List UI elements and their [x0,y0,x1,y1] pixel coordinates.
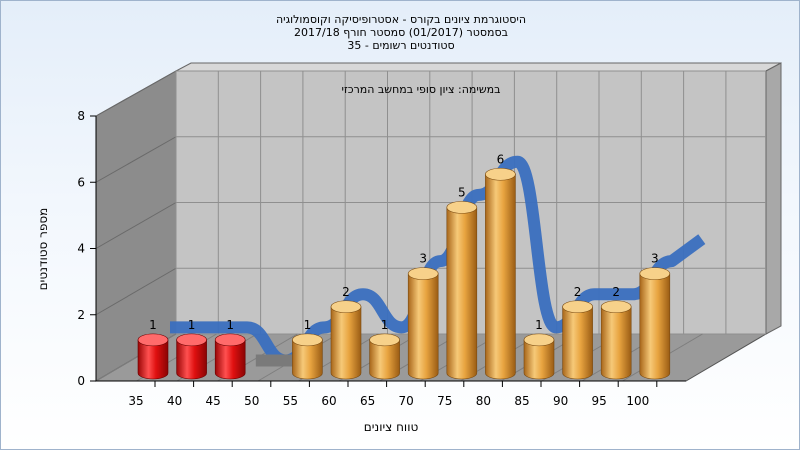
bar-top [446,201,478,214]
bar-top [137,333,169,347]
bar [639,267,671,380]
bar-top [639,267,671,280]
x-tick-label: 65 [360,394,375,408]
bar [137,333,169,380]
bar [214,333,246,380]
bar-top [562,300,593,314]
bar-body [292,339,323,380]
bar-body [562,306,593,380]
bar [407,267,439,380]
x-tick-label: 100 [626,394,649,408]
bar [485,167,516,380]
x-tick-label: 45 [206,394,221,408]
bar [446,201,478,380]
gridline-side [95,202,177,249]
back-wall-side-edge [765,62,782,335]
bar-value-label: 2 [612,285,620,299]
bar-value-label: 1 [149,318,157,332]
x-tick-label: 35 [128,394,143,408]
y-tick-label: 8 [77,109,85,123]
bar-value-label: 1 [188,318,196,332]
bar-body [485,173,516,380]
bar-value-label: 5 [458,185,466,199]
bar-body [214,339,246,380]
bar-value-label: 2 [574,285,582,299]
bar-value-label: 1 [226,318,234,332]
y-tick-label: 4 [77,242,85,256]
bar-value-label: 3 [419,252,427,266]
bar-body [369,339,400,380]
bar-body [330,306,362,380]
y-axis-label: מספר סטודנטים [36,208,50,291]
x-tick-label: 95 [592,394,607,408]
x-tick-label: 70 [399,394,414,408]
bar-top [407,267,439,280]
chart-annotation: במשימה: ציון סופי במחשב המרכזי [341,83,500,96]
bar-top [485,167,516,181]
bar [562,300,593,380]
y-tick-label: 2 [77,308,85,322]
bar-body [176,339,207,380]
bar [523,333,555,380]
gridline-side [95,136,177,183]
bar [369,333,400,380]
bar-top [369,333,400,347]
data-labels: 1 1 1 1 2 1 3 5 6 1 2 2 3 [149,152,658,332]
bar-value-label: 1 [381,318,389,332]
y-tick-label: 6 [77,175,85,189]
bar-top [330,300,362,314]
x-tick-label: 75 [437,394,452,408]
bar-body [407,273,439,380]
bar [600,300,632,380]
bar-value-label: 3 [651,252,659,266]
gridline-side [95,267,177,316]
bar-value-label: 2 [342,285,350,299]
bar-top [176,333,207,347]
bar-top [292,333,323,347]
bar-body [137,339,169,380]
bar-body [523,339,555,380]
trend-ribbon-path [170,155,706,367]
x-tick-label: 55 [283,394,298,408]
bar-body [446,207,478,380]
back-wall-edge [175,62,782,72]
bar-top [214,333,246,347]
bar-value-label: 6 [497,152,505,166]
x-tick-label: 90 [553,394,568,408]
gridline-side [95,70,177,117]
x-tick-label: 85 [514,394,529,408]
bars [137,167,671,380]
x-axis-label: טווח ציונים [364,420,419,434]
bar [330,300,362,380]
bar-value-label: 1 [304,318,312,332]
bar [176,333,207,380]
chart-title-line-1: היסטוגרמת ציונים בקורס - אסטרופיסיקה וקו… [275,13,527,26]
chart-title-line-3: סטודנטים רשומים - 35 [347,39,455,52]
bar-top [600,300,632,314]
x-tick-label: 50 [244,394,259,408]
x-tick-label: 40 [167,394,182,408]
y-tick-label: 0 [77,374,85,388]
chart-title-line-2: בסמסטר (01/2017) סמסטר חורף 2017/18 [294,26,508,39]
bar-top [523,333,555,347]
x-tick-label: 80 [476,394,491,408]
bar-body [600,306,632,380]
bar-body [639,273,671,380]
x-tick-label: 60 [321,394,336,408]
bar [292,333,323,380]
bar-value-label: 1 [535,318,543,332]
